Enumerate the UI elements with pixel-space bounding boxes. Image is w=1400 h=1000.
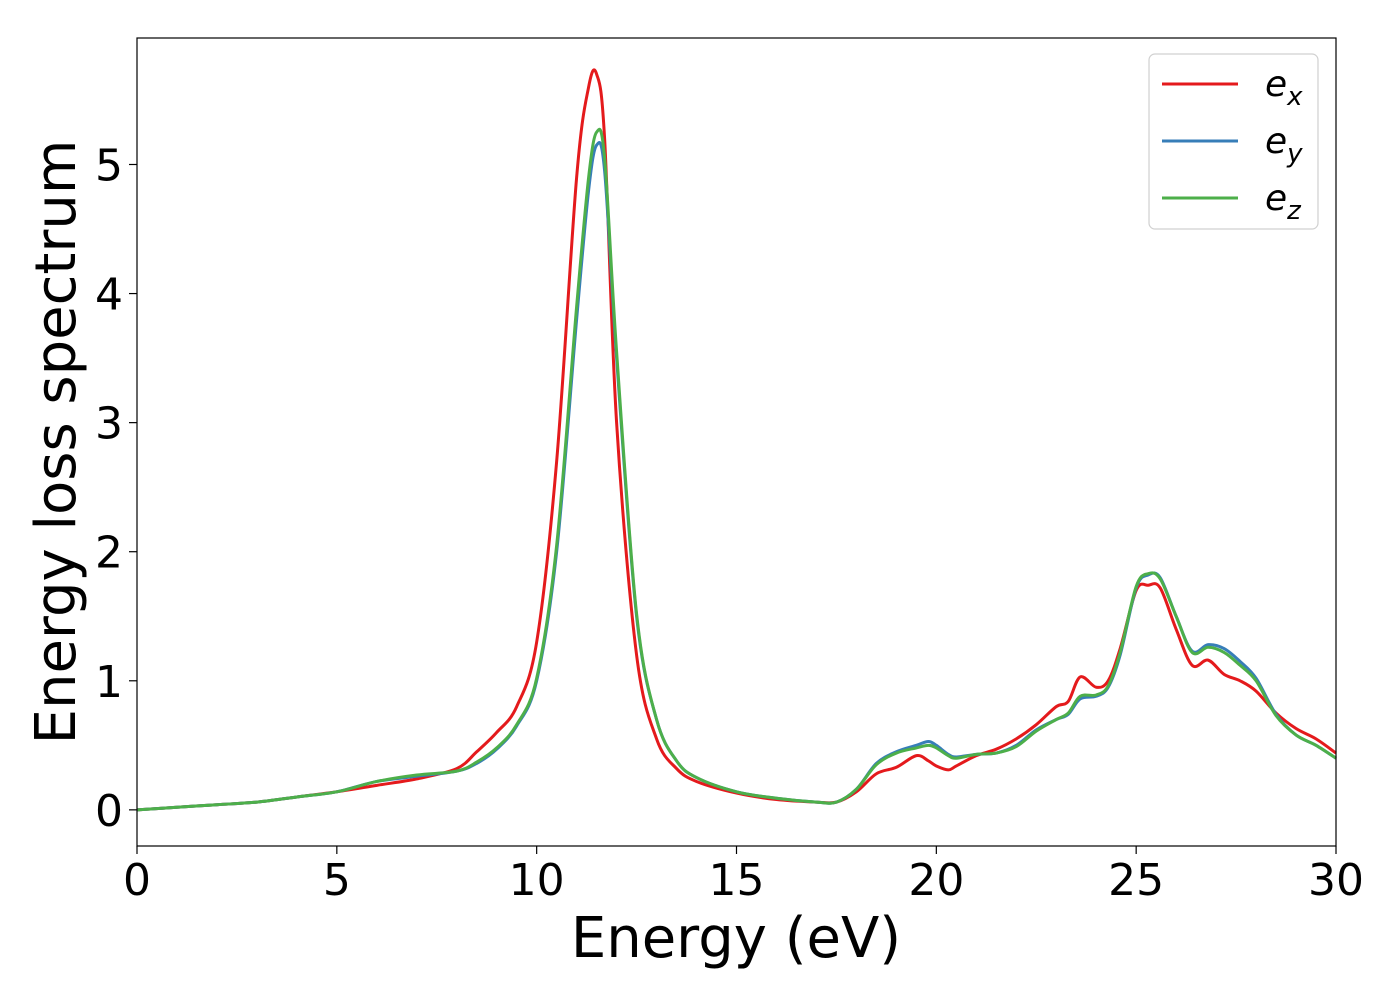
legend-label-ez: ez <box>1265 178 1302 226</box>
series-layer <box>136 68 1337 812</box>
x-tick-label: 5 <box>323 855 351 906</box>
x-tick-label: 30 <box>1308 855 1364 906</box>
legend-label-ey: ey <box>1265 121 1303 169</box>
x-tick-label: 15 <box>709 855 765 906</box>
y-tick-label: 1 <box>95 657 123 708</box>
y-tick-label: 5 <box>95 140 123 191</box>
legend-label-ex: ex <box>1265 64 1303 112</box>
x-tick-label: 25 <box>1108 855 1164 906</box>
ticks-layer: 0 5 10 15 20 25 30 0 1 2 3 4 5 <box>95 140 1364 906</box>
x-tick-label: 0 <box>123 855 151 906</box>
y-tick-label: 0 <box>95 786 123 837</box>
x-tick-label: 10 <box>509 855 565 906</box>
y-tick-label: 2 <box>95 528 123 579</box>
y-axis-title: Energy loss spectrum <box>24 140 89 745</box>
x-tick-label: 20 <box>908 855 964 906</box>
legend: ex ey ez <box>1148 53 1319 230</box>
y-tick-label: 3 <box>95 399 123 450</box>
x-axis-title: Energy (eV) <box>571 906 901 971</box>
series-line-ez <box>136 127 1337 812</box>
plot-background <box>137 38 1336 846</box>
y-tick-label: 4 <box>95 270 123 321</box>
